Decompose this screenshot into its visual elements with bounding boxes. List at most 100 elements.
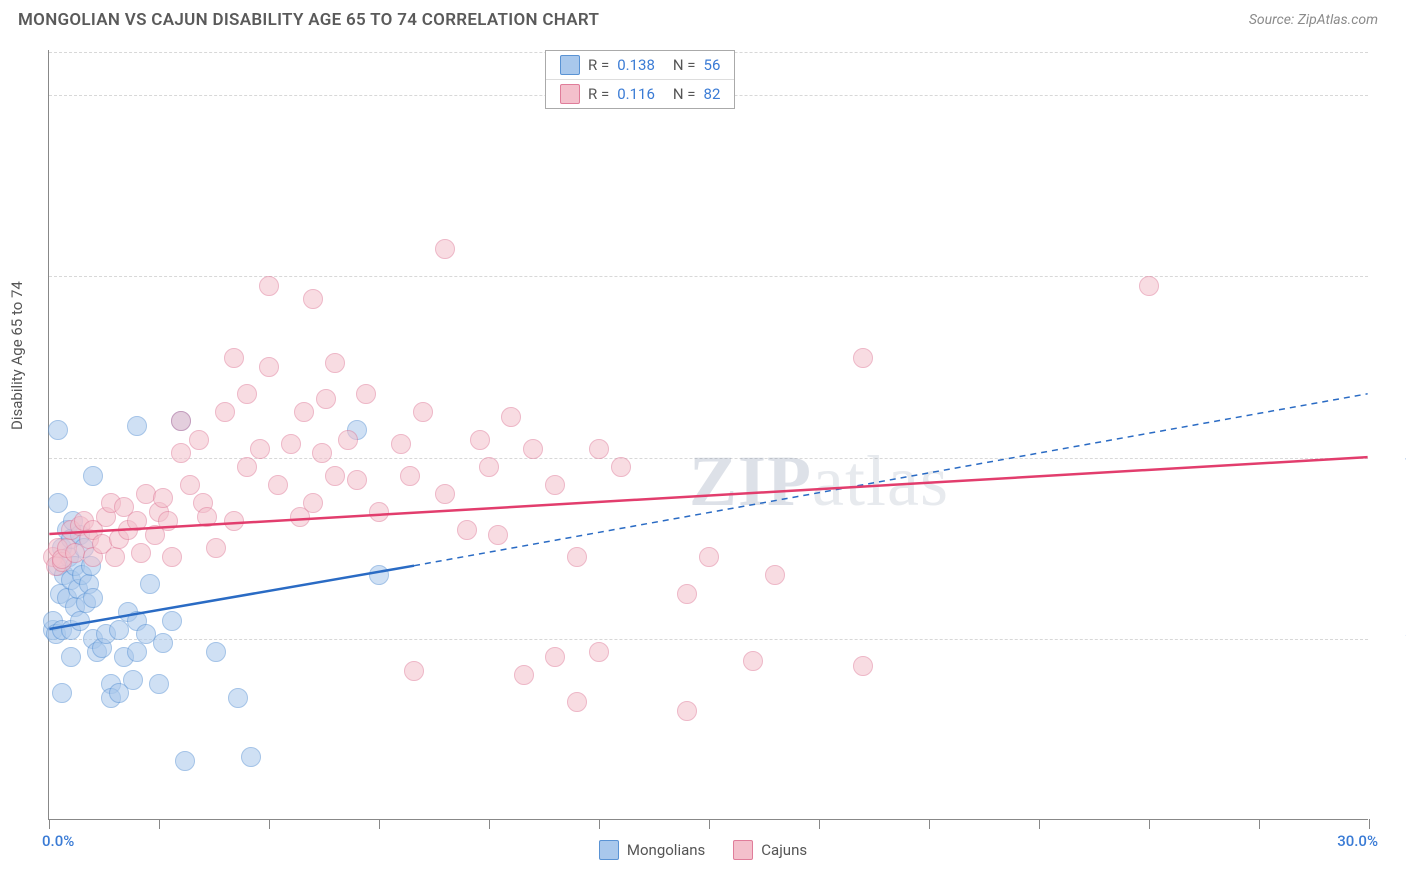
data-point	[611, 457, 631, 477]
data-point	[369, 502, 389, 522]
data-point	[259, 276, 279, 296]
data-point	[180, 475, 200, 495]
legend-label-2: Cajuns	[761, 841, 807, 859]
data-point	[589, 642, 609, 662]
data-point	[175, 751, 195, 771]
data-point	[153, 633, 173, 653]
data-point	[400, 466, 420, 486]
data-point	[259, 357, 279, 377]
stat-n-value-2: 82	[704, 85, 721, 103]
data-point	[325, 353, 345, 373]
data-point	[189, 430, 209, 450]
data-point	[404, 661, 424, 681]
data-point	[567, 692, 587, 712]
data-point	[545, 647, 565, 667]
data-point	[241, 747, 261, 767]
data-point	[158, 511, 178, 531]
data-point	[171, 443, 191, 463]
data-point	[470, 430, 490, 450]
data-point	[281, 434, 301, 454]
correlation-legend: R = 0.138 N = 56 R = 0.116 N = 82	[545, 50, 735, 109]
legend-item-2: Cajuns	[733, 840, 807, 860]
stat-r-value-2: 0.116	[617, 85, 655, 103]
watermark: ZIPatlas	[689, 440, 949, 523]
data-point	[237, 457, 257, 477]
data-point	[699, 547, 719, 567]
data-point	[413, 402, 433, 422]
data-point	[567, 547, 587, 567]
data-point	[171, 411, 191, 431]
data-point	[435, 239, 455, 259]
stat-n-label: N =	[673, 56, 696, 74]
data-point	[765, 565, 785, 585]
data-point	[131, 543, 151, 563]
data-point	[294, 402, 314, 422]
stat-r-label: R =	[588, 85, 609, 103]
stat-r-label: R =	[588, 56, 609, 74]
data-point	[853, 656, 873, 676]
data-point	[488, 525, 508, 545]
data-point	[48, 493, 68, 513]
data-point	[83, 588, 103, 608]
data-point	[514, 665, 534, 685]
data-point	[127, 416, 147, 436]
data-point	[268, 475, 288, 495]
data-point	[457, 520, 477, 540]
swatch-icon	[599, 840, 619, 860]
data-point	[523, 439, 543, 459]
data-point	[501, 407, 521, 427]
data-point	[197, 507, 217, 527]
data-point	[1139, 276, 1159, 296]
scatter-chart: ZIPatlas 20.0%40.0%60.0%80.0%	[48, 50, 1368, 820]
swatch-icon	[733, 840, 753, 860]
data-point	[127, 511, 147, 531]
y-tick-label: 20.0%	[1376, 629, 1406, 647]
data-point	[206, 642, 226, 662]
stat-r-value-1: 0.138	[617, 56, 655, 74]
swatch-series1	[560, 55, 580, 75]
data-point	[83, 466, 103, 486]
data-point	[123, 670, 143, 690]
chart-title: MONGOLIAN VS CAJUN DISABILITY AGE 65 TO …	[18, 10, 599, 30]
data-point	[303, 493, 323, 513]
data-point	[153, 488, 173, 508]
trend-lines	[49, 50, 1368, 819]
data-point	[237, 384, 257, 404]
data-point	[61, 647, 81, 667]
legend-row-series1: R = 0.138 N = 56	[546, 51, 734, 79]
legend-label-1: Mongolians	[627, 841, 705, 859]
data-point	[149, 674, 169, 694]
data-point	[325, 466, 345, 486]
data-point	[105, 547, 125, 567]
data-point	[356, 384, 376, 404]
data-point	[52, 683, 72, 703]
data-point	[743, 651, 763, 671]
data-point	[545, 475, 565, 495]
data-point	[677, 584, 697, 604]
data-point	[589, 439, 609, 459]
data-point	[224, 511, 244, 531]
data-point	[338, 430, 358, 450]
stat-n-label: N =	[673, 85, 696, 103]
data-point	[316, 389, 336, 409]
data-point	[162, 611, 182, 631]
data-point	[369, 565, 389, 585]
legend-item-1: Mongolians	[599, 840, 705, 860]
data-point	[479, 457, 499, 477]
stat-n-value-1: 56	[704, 56, 721, 74]
data-point	[206, 538, 226, 558]
data-point	[228, 688, 248, 708]
y-tick-label: 80.0%	[1376, 85, 1406, 103]
data-point	[250, 439, 270, 459]
data-point	[70, 611, 90, 631]
data-point	[853, 348, 873, 368]
data-point	[312, 443, 332, 463]
data-point	[303, 289, 323, 309]
data-point	[391, 434, 411, 454]
y-axis-label: Disability Age 65 to 74	[8, 281, 26, 430]
data-point	[127, 642, 147, 662]
data-point	[215, 402, 235, 422]
y-tick-label: 60.0%	[1376, 266, 1406, 284]
source-attribution: Source: ZipAtlas.com	[1249, 12, 1378, 28]
swatch-series2	[560, 84, 580, 104]
